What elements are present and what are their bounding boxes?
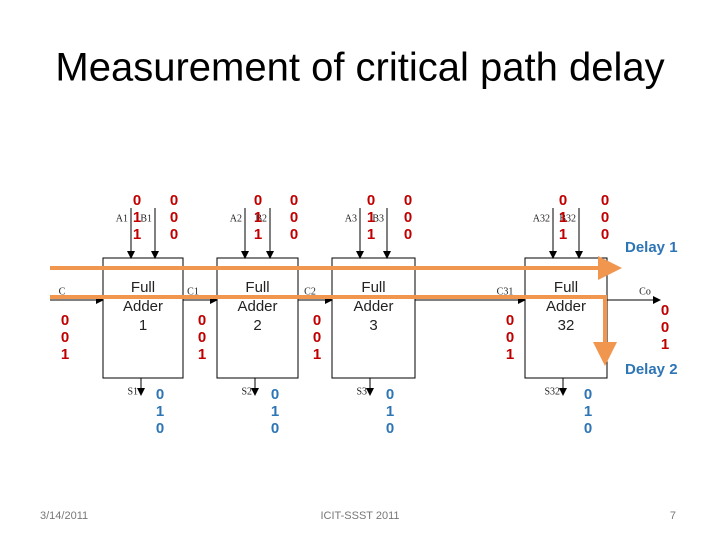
- sum-value: 0: [156, 386, 164, 403]
- input-label: B3: [372, 213, 384, 224]
- sum-value: 0: [584, 386, 592, 403]
- input-value: 0: [133, 192, 141, 209]
- carry-value: 0: [313, 312, 321, 329]
- adder-text: Adder: [546, 298, 586, 315]
- footer-page: 7: [670, 510, 676, 522]
- carry-value: 1: [61, 346, 69, 363]
- adder-text: 2: [253, 317, 261, 334]
- title: Measurement of critical path delay: [55, 46, 664, 90]
- input-value: 0: [290, 192, 298, 209]
- sum-value: 0: [156, 420, 164, 437]
- sum-value: 1: [584, 403, 592, 420]
- sum-value: 0: [271, 386, 279, 403]
- input-value: 0: [170, 209, 178, 226]
- sum-label: S32: [544, 386, 560, 397]
- carry-value: 1: [198, 346, 206, 363]
- footer-center: ICIT-SSST 2011: [320, 510, 399, 522]
- input-value: 0: [290, 209, 298, 226]
- input-value: 0: [601, 226, 609, 243]
- input-value: 0: [404, 209, 412, 226]
- input-value: 0: [404, 226, 412, 243]
- carry-value: 1: [506, 346, 514, 363]
- input-value: 1: [559, 226, 567, 243]
- input-value: 1: [133, 209, 141, 226]
- sum-label: S2: [241, 386, 252, 397]
- input-value: 0: [559, 192, 567, 209]
- adder-text: 3: [369, 317, 377, 334]
- input-label: A3: [345, 213, 357, 224]
- sum-value: 0: [271, 420, 279, 437]
- input-value: 0: [254, 192, 262, 209]
- sum-value: 0: [386, 420, 394, 437]
- adder-box: [216, 257, 299, 379]
- carry-label: C1: [187, 286, 199, 297]
- sum-label: S3: [356, 386, 367, 397]
- carry-value: 0: [61, 312, 69, 329]
- adder-text: Adder: [353, 298, 393, 315]
- carry-value: 0: [61, 329, 69, 346]
- input-value: 1: [133, 226, 141, 243]
- input-value: 1: [367, 226, 375, 243]
- input-value: 0: [290, 226, 298, 243]
- carry-value: 0: [313, 329, 321, 346]
- carry-value: 0: [661, 319, 669, 336]
- sum-value: 0: [584, 420, 592, 437]
- adder-text: Full: [361, 279, 385, 296]
- carry-value: 0: [506, 329, 514, 346]
- sum-value: 1: [271, 403, 279, 420]
- carry-value: 0: [661, 302, 669, 319]
- input-value: 1: [254, 226, 262, 243]
- sum-value: 0: [386, 386, 394, 403]
- input-label: B2: [255, 213, 267, 224]
- adder-text: Full: [131, 279, 155, 296]
- carry-value: 0: [506, 312, 514, 329]
- input-value: 0: [170, 226, 178, 243]
- adder-text: Full: [554, 279, 578, 296]
- adder-box: [102, 257, 184, 379]
- carry-label: Co: [639, 286, 651, 297]
- carry-label: C31: [497, 286, 514, 297]
- sum-value: 1: [386, 403, 394, 420]
- sum-label: S1: [127, 386, 138, 397]
- adder-text: Adder: [237, 298, 277, 315]
- sum-value: 1: [156, 403, 164, 420]
- adder-text: Adder: [123, 298, 163, 315]
- input-value: 0: [404, 192, 412, 209]
- adder-text: 32: [558, 317, 575, 334]
- adder-box: [331, 257, 416, 379]
- input-value: 1: [559, 209, 567, 226]
- delay-label: Delay 1: [625, 239, 678, 256]
- delay-path-2: [50, 295, 617, 366]
- carry-label: C2: [304, 286, 316, 297]
- input-value: 0: [367, 192, 375, 209]
- input-label: B32: [559, 213, 576, 224]
- carry-value: 1: [661, 336, 669, 353]
- adder-text: 1: [139, 317, 147, 334]
- input-label: A2: [230, 213, 242, 224]
- input-value: 1: [254, 209, 262, 226]
- input-value: 0: [170, 192, 178, 209]
- footer-date: 3/14/2011: [40, 510, 88, 522]
- input-value: 1: [367, 209, 375, 226]
- carry-value: 0: [198, 312, 206, 329]
- input-value: 0: [601, 192, 609, 209]
- carry-label: C: [59, 286, 66, 297]
- delay-label: Delay 2: [625, 361, 678, 378]
- input-label: A1: [116, 213, 128, 224]
- carry-value: 0: [198, 329, 206, 346]
- input-label: A32: [533, 213, 550, 224]
- adder-text: Full: [245, 279, 269, 296]
- carry-value: 1: [313, 346, 321, 363]
- input-value: 0: [601, 209, 609, 226]
- input-label: B1: [140, 213, 152, 224]
